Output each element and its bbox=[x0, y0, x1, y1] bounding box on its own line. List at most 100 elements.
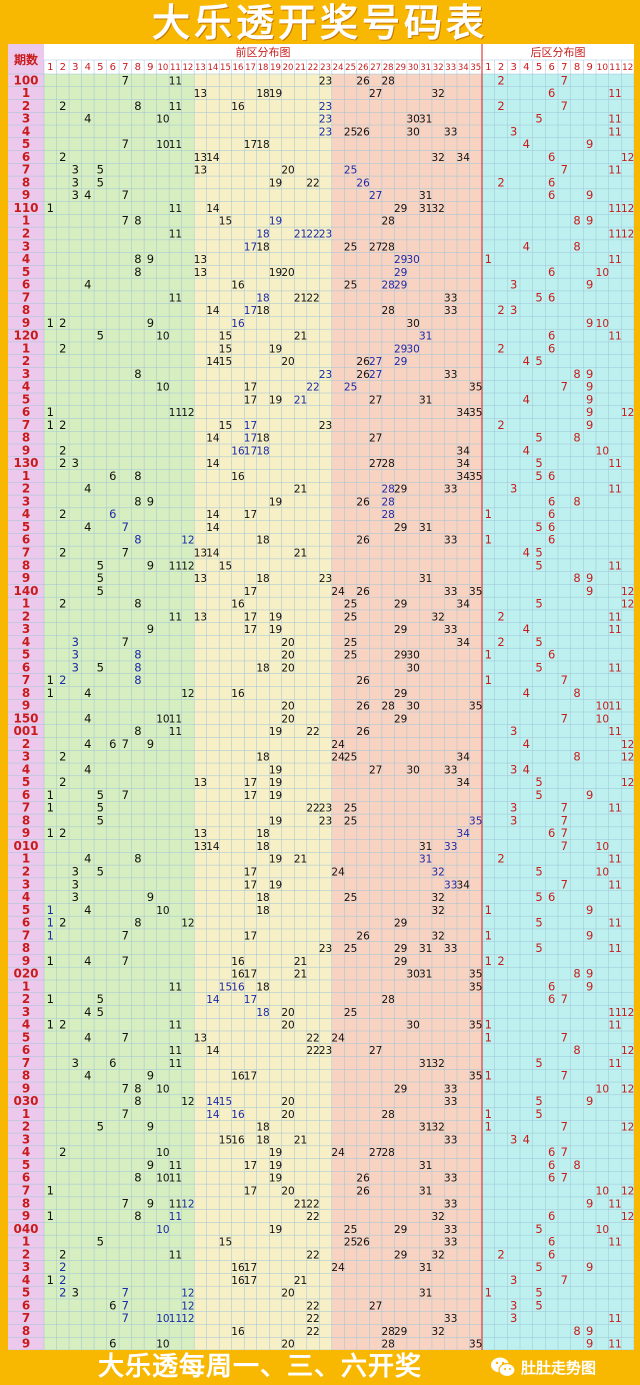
table-row: 7 3 6 11 31 32 5 11 bbox=[22, 1056, 622, 1070]
front-ball: 19 bbox=[269, 764, 282, 776]
front-ball: 12 bbox=[181, 1313, 194, 1325]
back-ball: 4 bbox=[523, 762, 530, 776]
table-row: 7 7 10 11 12 22 33 3 11 bbox=[22, 1311, 622, 1325]
front-number-header: 5 bbox=[97, 62, 103, 73]
period-label: 2 bbox=[22, 737, 30, 751]
front-ball: 27 bbox=[369, 458, 382, 470]
table-row: 6 3 5 8 18 20 30 5 11 bbox=[22, 660, 622, 674]
back-ball: 6 bbox=[548, 341, 555, 355]
table-row: 4 10 17 22 25 35 7 9 bbox=[22, 380, 594, 394]
front-ball: 19 bbox=[269, 611, 282, 623]
front-ball: 25 bbox=[344, 752, 357, 764]
front-ball: 14 bbox=[206, 305, 220, 317]
table-row: 6 1 5 7 17 19 5 9 bbox=[22, 788, 594, 802]
front-ball: 2 bbox=[59, 507, 66, 521]
back-ball: 2 bbox=[497, 609, 504, 623]
front-ball: 3 bbox=[72, 163, 79, 177]
front-ball: 6 bbox=[109, 469, 116, 483]
front-ball: 32 bbox=[432, 152, 445, 164]
front-ball: 31 bbox=[419, 1288, 432, 1300]
period-label: 2 bbox=[22, 992, 30, 1006]
front-ball: 19 bbox=[269, 177, 282, 189]
front-ball: 5 bbox=[97, 801, 104, 815]
front-ball: 14 bbox=[206, 203, 220, 215]
front-ball: 8 bbox=[134, 367, 141, 381]
front-ball: 35 bbox=[469, 471, 482, 483]
front-ball: 3 bbox=[72, 890, 79, 904]
front-ball: 21 bbox=[294, 548, 307, 560]
back-ball: 12 bbox=[621, 1083, 634, 1095]
front-ball: 20 bbox=[281, 701, 294, 713]
table-row: 4 23 25 26 30 33 3 11 bbox=[22, 124, 622, 138]
front-ball: 23 bbox=[319, 573, 332, 585]
back-ball: 11 bbox=[608, 126, 621, 138]
table-row: 8 7 9 11 12 21 22 33 9 11 bbox=[22, 1196, 622, 1210]
back-ball: 9 bbox=[586, 967, 593, 981]
back-ball: 7 bbox=[561, 801, 568, 815]
back-ball: 9 bbox=[586, 1337, 593, 1350]
front-ball: 23 bbox=[319, 369, 332, 381]
table-row: 7 1 7 17 26 32 1 9 bbox=[22, 928, 594, 942]
period-label: 2 bbox=[22, 354, 30, 368]
back-ball: 7 bbox=[561, 1171, 568, 1185]
front-ball: 8 bbox=[134, 1171, 141, 1185]
back-ball: 8 bbox=[573, 1324, 580, 1338]
front-ball: 9 bbox=[147, 890, 154, 904]
front-ball: 5 bbox=[97, 865, 104, 879]
period-label: 5 bbox=[22, 1158, 30, 1172]
front-ball: 29 bbox=[394, 1249, 407, 1261]
back-ball: 9 bbox=[586, 316, 593, 330]
front-number-header: 13 bbox=[195, 63, 206, 73]
front-ball: 12 bbox=[181, 1288, 194, 1300]
front-ball: 34 bbox=[457, 599, 471, 611]
front-ball: 14 bbox=[206, 356, 220, 368]
table-row: 9 1 4 7 16 21 29 1 2 bbox=[22, 954, 505, 968]
front-ball: 25 bbox=[344, 599, 357, 611]
back-ball: 5 bbox=[535, 1094, 542, 1108]
front-ball: 26 bbox=[356, 1186, 370, 1198]
front-ball: 20 bbox=[281, 1109, 294, 1121]
table-row: 3 9 17 19 29 33 4 11 bbox=[22, 622, 622, 636]
period-label: 2 bbox=[22, 1247, 30, 1261]
front-ball: 11 bbox=[169, 1045, 182, 1057]
back-ball: 11 bbox=[608, 331, 621, 343]
period-label: 7 bbox=[22, 1056, 30, 1070]
front-number-header: 14 bbox=[208, 63, 219, 73]
back-ball: 7 bbox=[561, 99, 568, 113]
front-ball: 1 bbox=[47, 201, 54, 215]
front-ball: 8 bbox=[134, 99, 141, 113]
front-ball: 17 bbox=[244, 777, 257, 789]
front-ball: 32 bbox=[432, 1249, 445, 1261]
front-ball: 19 bbox=[269, 854, 282, 866]
front-ball: 28 bbox=[381, 1339, 394, 1350]
period-label: 7 bbox=[22, 290, 30, 304]
front-ball: 14 bbox=[206, 994, 220, 1006]
front-ball: 33 bbox=[444, 369, 457, 381]
table-row: 8 3 5 19 22 26 2 6 bbox=[22, 175, 556, 189]
back-ball: 1 bbox=[485, 1120, 492, 1134]
front-ball: 18 bbox=[256, 892, 269, 904]
back-ball: 11 bbox=[608, 624, 621, 636]
front-ball: 16 bbox=[231, 688, 245, 700]
period-label: 9 bbox=[22, 1081, 30, 1095]
front-ball: 13 bbox=[194, 88, 207, 100]
back-ball: 7 bbox=[561, 1273, 568, 1287]
table-row: 2 2 8 11 16 23 2 7 bbox=[22, 99, 568, 113]
front-ball: 8 bbox=[134, 469, 141, 483]
period-label: 020 bbox=[13, 967, 38, 981]
front-ball: 13 bbox=[194, 165, 207, 177]
back-ball: 9 bbox=[586, 1094, 593, 1108]
back-ball: 1 bbox=[485, 1107, 492, 1121]
period-label: 1 bbox=[22, 86, 30, 100]
front-ball: 11 bbox=[169, 407, 182, 419]
back-ball: 12 bbox=[621, 1045, 634, 1057]
front-ball: 21 bbox=[294, 331, 307, 343]
table-row: 6 4 16 25 28 29 3 9 bbox=[22, 278, 594, 292]
front-number-header: 7 bbox=[122, 62, 128, 73]
front-ball: 15 bbox=[219, 420, 232, 432]
period-label: 5 bbox=[22, 520, 30, 534]
front-ball: 22 bbox=[306, 1326, 319, 1338]
table-row: 8 14 17 18 28 33 2 3 bbox=[22, 303, 518, 317]
back-ball: 11 bbox=[608, 662, 621, 674]
front-number-header: 21 bbox=[295, 63, 306, 73]
